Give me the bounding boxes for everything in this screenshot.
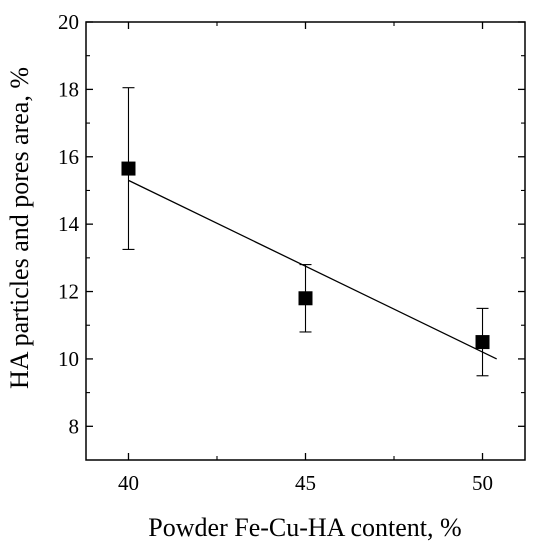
x-axis-ticks: 40 45 50 <box>118 22 493 495</box>
data-point <box>121 161 136 176</box>
y-tick-label: 18 <box>58 77 79 101</box>
y-tick-label: 14 <box>58 212 80 236</box>
y-tick-label: 12 <box>58 280 79 304</box>
x-tick-label: 45 <box>295 471 316 495</box>
y-axis-title: HA particles and pores area, % <box>5 67 34 389</box>
y-tick-label: 16 <box>58 145 79 169</box>
x-axis-title: Powder Fe-Cu-HA content, % <box>148 513 461 542</box>
x-tick-label: 40 <box>118 471 139 495</box>
x-tick-label: 50 <box>472 471 493 495</box>
data-point <box>475 335 490 350</box>
plot-frame <box>85 21 526 461</box>
y-tick-label: 20 <box>58 10 79 34</box>
data-marks <box>121 87 497 377</box>
y-tick-label: 8 <box>69 414 80 438</box>
y-tick-label: 10 <box>58 347 79 371</box>
data-point <box>298 291 313 306</box>
fit-line <box>128 179 497 360</box>
y-axis-ticks: 8 10 12 14 16 18 20 <box>58 10 525 438</box>
